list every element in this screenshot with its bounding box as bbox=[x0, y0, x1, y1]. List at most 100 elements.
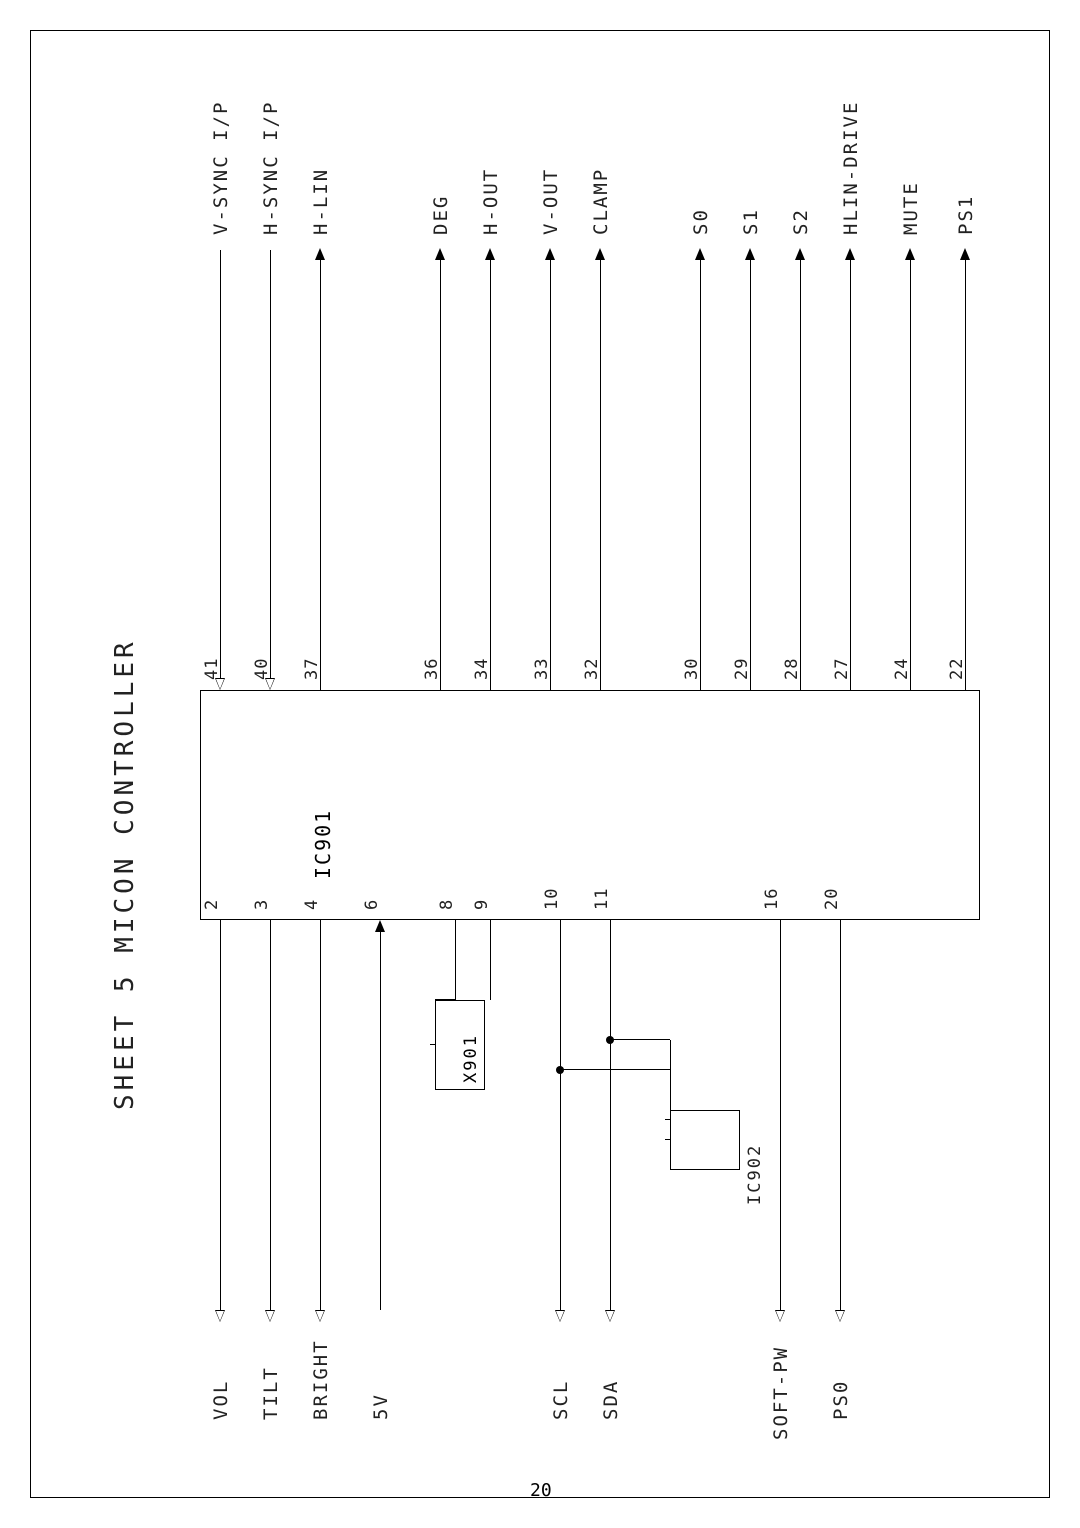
wire-clamp bbox=[600, 260, 601, 690]
pin-11: 11 bbox=[592, 888, 612, 910]
label-tilt: TILT bbox=[260, 1366, 282, 1420]
label-hlindrive: HLIN-DRIVE bbox=[840, 101, 862, 235]
label-ps1: PS1 bbox=[955, 195, 977, 235]
arrow-hout bbox=[485, 248, 495, 260]
pin-20: 20 bbox=[822, 888, 842, 910]
junction-sda bbox=[606, 1036, 614, 1044]
arrow-s0 bbox=[695, 248, 705, 260]
arrow-ps0 bbox=[835, 1310, 845, 1322]
label-vsync: V-SYNC I/P bbox=[210, 101, 232, 235]
label-clamp: CLAMP bbox=[590, 168, 612, 235]
ic901-ref: IC901 bbox=[311, 809, 335, 879]
arrow-s1 bbox=[745, 248, 755, 260]
pin-2: 2 bbox=[202, 899, 222, 910]
x901-ref: X901 bbox=[461, 1034, 481, 1083]
wire-scl-drop bbox=[560, 1069, 670, 1070]
wire-ps1 bbox=[965, 260, 966, 690]
arrow-vout bbox=[545, 248, 555, 260]
wire-sda-drop bbox=[610, 1039, 670, 1040]
wire-s1 bbox=[750, 260, 751, 690]
wire-hout bbox=[490, 260, 491, 690]
schematic-stage: SHEET 5 MICON CONTROLLER IC901 2 VOL 3 T… bbox=[60, 40, 1020, 1440]
label-mute: MUTE bbox=[900, 181, 922, 235]
arrow-sda bbox=[605, 1310, 615, 1322]
pin-33: 33 bbox=[532, 658, 552, 680]
wire-bright bbox=[320, 920, 321, 1310]
pin-34: 34 bbox=[472, 658, 492, 680]
label-hlin: H-LIN bbox=[310, 168, 332, 235]
wire-vol bbox=[220, 920, 221, 1310]
label-vout: V-OUT bbox=[540, 168, 562, 235]
label-hout: H-OUT bbox=[480, 168, 502, 235]
wire-5v bbox=[380, 932, 381, 1310]
pin-22: 22 bbox=[947, 658, 967, 680]
arrow-softpw bbox=[775, 1310, 785, 1322]
ic902-ref: IC902 bbox=[745, 1144, 765, 1205]
wire-scl bbox=[560, 920, 561, 1310]
pin-8: 8 bbox=[437, 899, 457, 910]
pin-36: 36 bbox=[422, 658, 442, 680]
wire-mute bbox=[910, 260, 911, 690]
wire-sda bbox=[610, 920, 611, 1310]
arrow-ps1 bbox=[960, 248, 970, 260]
wire-ps0 bbox=[840, 920, 841, 1310]
label-vol: VOL bbox=[210, 1380, 232, 1420]
x901-box: X901 bbox=[435, 1000, 485, 1090]
wire-drop-join bbox=[670, 1040, 671, 1140]
pin-10: 10 bbox=[542, 888, 562, 910]
ic902-box bbox=[670, 1110, 740, 1170]
arrow-mute bbox=[905, 248, 915, 260]
label-s1: S1 bbox=[740, 208, 762, 235]
arrow-s2 bbox=[795, 248, 805, 260]
x901-top-stub bbox=[430, 1044, 435, 1045]
pin-27: 27 bbox=[832, 658, 852, 680]
label-s2: S2 bbox=[790, 208, 812, 235]
label-5v: 5V bbox=[370, 1393, 392, 1420]
wire-deg bbox=[440, 260, 441, 690]
wire-tilt bbox=[270, 920, 271, 1310]
wire-vsync bbox=[220, 250, 221, 678]
pin-32: 32 bbox=[582, 658, 602, 680]
wire-hsync bbox=[270, 250, 271, 678]
label-hsync: H-SYNC I/P bbox=[260, 101, 282, 235]
wire-vout bbox=[550, 260, 551, 690]
pin-24: 24 bbox=[892, 658, 912, 680]
wire-s0 bbox=[700, 260, 701, 690]
pin-40: 40 bbox=[252, 658, 272, 680]
wire-hlindrive bbox=[850, 260, 851, 690]
wire-pin9 bbox=[490, 920, 491, 1000]
pin-29: 29 bbox=[732, 658, 752, 680]
arrow-vol bbox=[215, 1310, 225, 1322]
arrow-bright bbox=[315, 1310, 325, 1322]
junction-scl bbox=[556, 1066, 564, 1074]
pin-4: 4 bbox=[302, 899, 322, 910]
pin-3: 3 bbox=[252, 899, 272, 910]
wire-hlin bbox=[320, 260, 321, 690]
pin-9: 9 bbox=[472, 899, 492, 910]
arrow-tilt bbox=[265, 1310, 275, 1322]
page-number: 20 bbox=[530, 1480, 552, 1501]
label-deg: DEG bbox=[430, 195, 452, 235]
label-scl: SCL bbox=[550, 1380, 572, 1420]
ic901-box: IC901 bbox=[200, 690, 980, 920]
pin-16: 16 bbox=[762, 888, 782, 910]
pin-37: 37 bbox=[302, 658, 322, 680]
pin-28: 28 bbox=[782, 658, 802, 680]
pin-30: 30 bbox=[682, 658, 702, 680]
arrow-clamp bbox=[595, 248, 605, 260]
label-sda: SDA bbox=[600, 1380, 622, 1420]
wire-pin8 bbox=[455, 920, 456, 1000]
pin-6: 6 bbox=[362, 899, 382, 910]
sheet-title: SHEET 5 MICON CONTROLLER bbox=[110, 638, 140, 1110]
arrow-hlin bbox=[315, 248, 325, 260]
arrow-scl bbox=[555, 1310, 565, 1322]
label-softpw: SOFT-PW bbox=[770, 1346, 792, 1440]
label-bright: BRIGHT bbox=[310, 1339, 332, 1420]
arrow-deg bbox=[435, 248, 445, 260]
label-ps0: PS0 bbox=[830, 1380, 852, 1420]
wire-softpw bbox=[780, 920, 781, 1310]
arrow-5v bbox=[375, 920, 385, 932]
wire-s2 bbox=[800, 260, 801, 690]
pin-41: 41 bbox=[202, 658, 222, 680]
arrow-hlindrive bbox=[845, 248, 855, 260]
